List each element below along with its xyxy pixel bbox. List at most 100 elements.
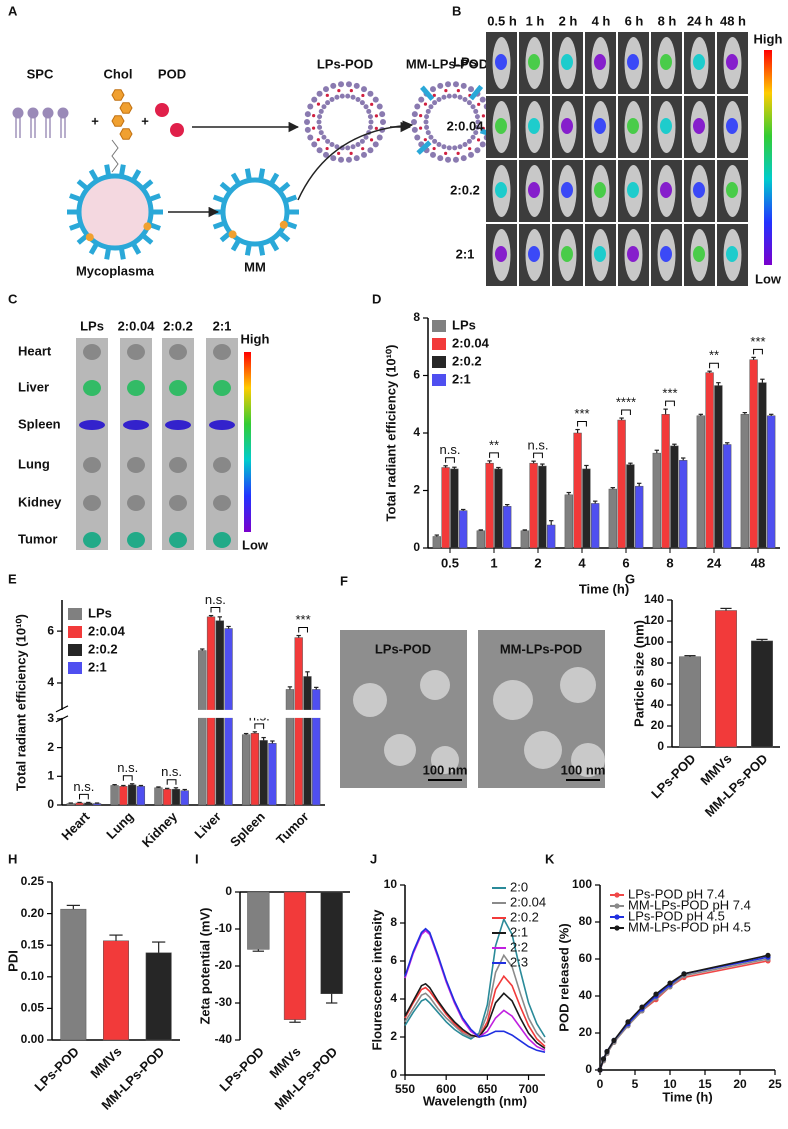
- lipid-head: [376, 103, 383, 110]
- lipid-head: [304, 126, 311, 133]
- lipid-head: [345, 93, 351, 99]
- error-bar: [86, 801, 91, 804]
- lipid-head: [317, 124, 323, 130]
- lipid-head: [424, 114, 430, 120]
- lipid-head: [414, 103, 421, 110]
- error-bar: [637, 482, 642, 487]
- y-tick-label: 0: [47, 797, 54, 811]
- x-axis-title: Time (h): [579, 581, 629, 596]
- significance-label: n.s.: [440, 442, 461, 457]
- lipid-head: [329, 96, 335, 102]
- pod: [456, 89, 460, 93]
- legend-label: 2:1: [88, 659, 107, 674]
- lipid-head: [376, 134, 383, 141]
- pod: [418, 126, 423, 130]
- legend-label: LPs: [88, 605, 112, 620]
- panel-letter: K: [545, 851, 555, 866]
- label: Mycoplasma: [76, 263, 155, 278]
- bar: [626, 464, 635, 549]
- organ-strip: [206, 338, 238, 550]
- time-label: 1 h: [526, 13, 545, 28]
- pod: [155, 103, 169, 117]
- lipid-head: [345, 145, 351, 151]
- lipid-head: [380, 119, 386, 125]
- error-bar: [200, 648, 205, 651]
- panel-letter: I: [195, 851, 199, 866]
- organ: [213, 495, 231, 511]
- organ-label: Kidney: [18, 494, 62, 509]
- x-tick-label: 2: [534, 555, 541, 570]
- bar: [259, 740, 268, 806]
- colorbar-label: High: [754, 31, 783, 46]
- x-tick-label: Spleen: [227, 809, 268, 850]
- pod: [170, 123, 184, 137]
- organ: [169, 495, 187, 511]
- lipid-head: [317, 114, 323, 120]
- series-line: [404, 929, 546, 1052]
- y-tick-label: 6: [390, 953, 397, 967]
- pod: [325, 146, 329, 151]
- bar: [241, 734, 251, 806]
- pod: [361, 93, 365, 98]
- organ: [169, 457, 187, 473]
- signal: [561, 54, 573, 70]
- lipid-head: [428, 104, 434, 110]
- lipid-head: [330, 155, 337, 162]
- error-bar: [540, 463, 545, 467]
- signal: [660, 54, 672, 70]
- lipid-head: [479, 96, 486, 103]
- organ: [169, 344, 187, 360]
- pod: [311, 126, 316, 130]
- y-tick-label: -30: [215, 995, 233, 1009]
- lipid-head: [339, 93, 345, 99]
- lipid-head: [432, 100, 438, 106]
- signal: [693, 54, 705, 70]
- error-bar: [725, 442, 730, 445]
- legend-label: LPs-POD pH 7.4: [628, 886, 725, 901]
- panel-letter: F: [340, 573, 348, 588]
- lipid-head: [350, 94, 356, 100]
- lipid-head: [12, 107, 24, 119]
- significance-label: n.s.: [528, 438, 549, 453]
- lipid-head: [446, 93, 452, 99]
- y-tick-label: 100: [572, 877, 592, 891]
- lipid-head: [316, 119, 322, 125]
- organ: [79, 420, 105, 430]
- error-bar: [760, 378, 765, 383]
- lipid-head: [436, 96, 442, 102]
- lipid-head: [355, 96, 361, 102]
- lipid-head: [430, 151, 436, 158]
- organ-label: Heart: [18, 343, 52, 358]
- membrane-protein: [416, 140, 432, 155]
- y-tick-label: 0: [657, 739, 664, 753]
- marker: [681, 971, 687, 977]
- lipid-head: [329, 142, 335, 148]
- signal: [693, 246, 705, 262]
- y-axis-title: PDI: [5, 950, 20, 972]
- lipid-head: [367, 114, 373, 120]
- error-bar: [619, 417, 624, 421]
- lipid-head: [345, 81, 352, 88]
- lipid-head: [353, 155, 360, 162]
- membrane: [220, 177, 290, 247]
- bar: [608, 488, 617, 549]
- signal: [495, 246, 507, 262]
- significance-label: **: [709, 348, 719, 363]
- bar: [103, 940, 129, 1041]
- bar: [679, 460, 688, 549]
- legend-label: MM-LPs-POD pH 7.4: [628, 897, 751, 912]
- lipid-head: [316, 90, 323, 97]
- marker: [765, 952, 771, 958]
- x-tick-label: Lung: [103, 809, 136, 842]
- vesicle: [560, 667, 596, 703]
- y-tick-label: 20: [579, 1025, 593, 1039]
- group-label: 2:0.2: [163, 318, 193, 333]
- pod: [468, 147, 472, 151]
- error-bar: [129, 783, 135, 785]
- lipid-head: [473, 108, 479, 114]
- x-tick-label: 700: [519, 1082, 539, 1096]
- organ-label: Tumor: [18, 531, 57, 546]
- error-bar: [261, 736, 266, 741]
- lipid-head: [368, 119, 374, 125]
